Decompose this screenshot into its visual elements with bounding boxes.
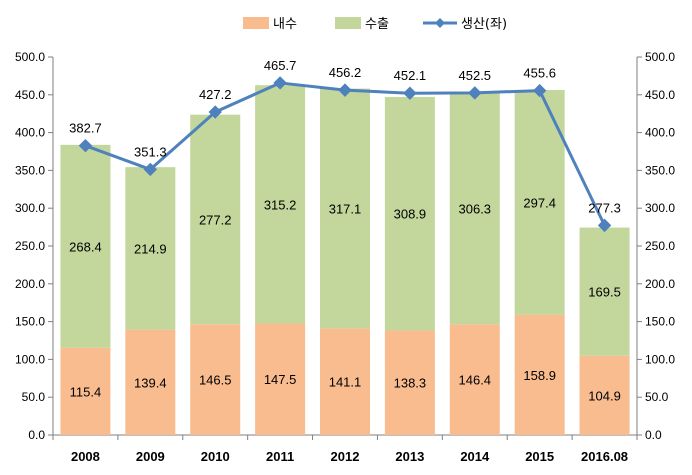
data-label-production: 465.7 <box>264 58 297 73</box>
y-left-tick-label: 400.0 <box>15 126 45 140</box>
y-right-tick-label: 250.0 <box>645 239 675 253</box>
bar-domestic <box>320 328 370 435</box>
x-tick-label: 2013 <box>395 449 424 464</box>
production-marker <box>208 105 222 119</box>
data-label-export: 277.2 <box>199 212 232 227</box>
data-label-domestic: 115.4 <box>70 384 102 399</box>
legend-marker-production <box>435 18 445 28</box>
production-marker <box>532 83 547 98</box>
production-marker <box>273 76 287 90</box>
y-right-tick-label: 100.0 <box>645 352 675 366</box>
bar-domestic <box>449 324 500 435</box>
data-label-production: 351.3 <box>134 144 167 159</box>
production-marker <box>468 86 482 100</box>
production-marker <box>78 138 93 153</box>
y-left-tick-label: 500.0 <box>15 50 45 64</box>
data-label-production: 427.2 <box>199 87 232 102</box>
x-tick-label: 2012 <box>331 449 360 464</box>
y-right-tick-label: 0.0 <box>645 428 662 442</box>
y-right-tick-label: 50.0 <box>645 390 669 404</box>
legend-swatch-export <box>335 17 361 29</box>
y-left-tick-label: 100.0 <box>15 352 45 366</box>
data-label-export: 169.5 <box>588 285 621 300</box>
bar-export <box>255 85 306 324</box>
data-label-domestic: 139.4 <box>134 375 167 390</box>
y-right-tick-label: 300.0 <box>645 201 675 215</box>
y-right-tick-label: 500.0 <box>645 50 675 64</box>
bar-export <box>320 88 370 329</box>
data-label-domestic: 146.5 <box>199 373 232 388</box>
y-left-tick-label: 250.0 <box>15 239 45 253</box>
data-label-production: 456.2 <box>329 65 362 80</box>
x-tick-label: 2014 <box>460 449 490 464</box>
y-right-tick-label: 150.0 <box>645 315 675 329</box>
y-right-tick-label: 200.0 <box>645 277 675 291</box>
data-label-export: 315.2 <box>264 197 297 212</box>
production-marker <box>403 86 417 100</box>
data-label-domestic: 104.9 <box>588 388 621 403</box>
data-label-export: 297.4 <box>523 195 556 210</box>
production-marker <box>338 83 352 97</box>
y-right-tick-label: 450.0 <box>645 88 675 102</box>
y-left-tick-label: 300.0 <box>15 201 45 215</box>
bar-domestic <box>255 323 306 435</box>
x-tick-label: 2015 <box>525 449 554 464</box>
bar-export <box>190 114 241 325</box>
bar-domestic <box>384 330 435 435</box>
legend-label-export: 수출 <box>365 17 389 32</box>
data-label-domestic: 146.4 <box>459 373 492 388</box>
bar-domestic <box>190 324 241 435</box>
data-label-production: 452.1 <box>394 68 427 83</box>
data-label-export: 308.9 <box>394 207 427 222</box>
data-label-domestic: 147.5 <box>264 372 297 387</box>
data-label-export: 214.9 <box>134 241 167 256</box>
bar-domestic <box>579 355 630 435</box>
data-label-domestic: 141.1 <box>329 375 362 390</box>
x-tick-label: 2009 <box>136 449 165 464</box>
y-left-tick-label: 150.0 <box>15 315 45 329</box>
data-label-domestic: 138.3 <box>394 376 427 391</box>
data-label-domestic: 158.9 <box>523 368 556 383</box>
y-left-tick-label: 200.0 <box>15 277 45 291</box>
data-label-export: 306.3 <box>459 202 492 217</box>
y-left-tick-label: 50.0 <box>22 390 46 404</box>
x-tick-label: 2016.08 <box>581 449 628 464</box>
x-tick-label: 2010 <box>201 449 230 464</box>
x-tick-label: 2011 <box>266 449 294 464</box>
bar-export <box>384 96 435 331</box>
bar-domestic <box>514 314 565 435</box>
production-marker <box>143 162 158 177</box>
legend-label-production: 생산(좌) <box>461 17 507 32</box>
bar-domestic <box>60 347 111 435</box>
bar-domestic <box>125 329 176 435</box>
data-label-export: 268.4 <box>69 239 102 254</box>
y-left-tick-label: 450.0 <box>15 88 45 102</box>
bar-export <box>579 227 630 356</box>
data-label-production: 382.7 <box>69 121 102 136</box>
bar-export <box>449 92 500 325</box>
data-label-production: 277.3 <box>588 200 621 215</box>
legend-swatch-domestic <box>243 17 269 29</box>
y-left-tick-label: 0.0 <box>28 428 45 442</box>
data-label-production: 452.5 <box>459 68 492 83</box>
y-right-tick-label: 350.0 <box>645 163 675 177</box>
data-label-production: 455.6 <box>523 66 556 81</box>
legend-label-domestic: 내수 <box>273 17 297 32</box>
x-tick-label: 2008 <box>71 449 100 464</box>
y-left-tick-label: 350.0 <box>15 163 45 177</box>
y-right-tick-label: 400.0 <box>645 126 675 140</box>
bar-export <box>60 144 111 348</box>
data-label-export: 317.1 <box>329 201 362 216</box>
bar-export <box>125 167 176 330</box>
production-marker <box>597 218 612 233</box>
